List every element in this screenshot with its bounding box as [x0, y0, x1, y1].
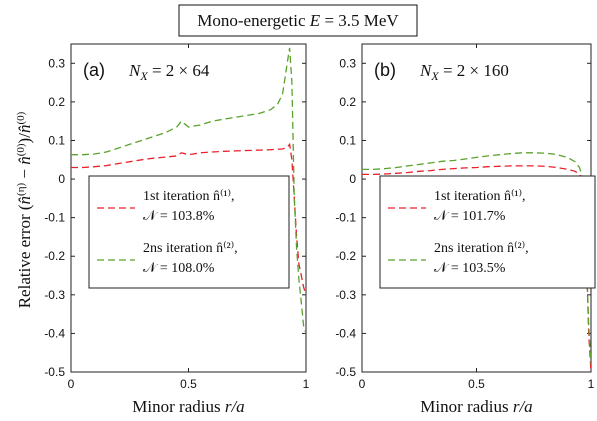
- y-tick-label: 0.1: [339, 133, 356, 147]
- figure-title: Mono-energetic E = 3.5 MeV: [178, 4, 418, 37]
- x-axis-label-text: Minor radius: [420, 397, 513, 416]
- nx-symbol: N: [128, 61, 142, 80]
- legend-box: [379, 175, 596, 289]
- y-tick-label: 0.2: [48, 95, 65, 109]
- legend-metric-2: 𝒩 = 103.5%: [434, 261, 506, 276]
- y-axis-label: Relative error (n̂(η) − n̂(0))/n̂(0): [15, 111, 34, 308]
- y-tick-label: -0.4: [44, 326, 65, 340]
- x-tick-label: 0.5: [180, 377, 197, 391]
- x-axis-label-var: r/a: [513, 397, 533, 416]
- y-tick-label: 0.3: [48, 56, 65, 70]
- nx-subscript: X: [430, 69, 439, 83]
- legend-label-2: 2ns iteration n̂⁽²⁾,: [143, 241, 238, 256]
- x-axis-label: Minor radius r/a: [420, 397, 532, 416]
- legend-label-1: 1st iteration n̂⁽¹⁾,: [434, 189, 526, 204]
- panel-label: (b): [374, 60, 396, 80]
- x-axis-label-var: r/a: [225, 397, 245, 416]
- nx-subscript: X: [139, 69, 148, 83]
- x-tick-label: 0: [359, 377, 366, 391]
- y-tick-label: 0: [349, 172, 356, 186]
- x-axis-label-text: Minor radius: [132, 397, 225, 416]
- y-tick-label: -0.1: [335, 211, 356, 225]
- nx-value: = 2 × 64: [148, 61, 210, 80]
- y-tick-label: -0.3: [335, 288, 356, 302]
- x-tick-label: 1: [588, 377, 595, 391]
- nx-symbol: N: [419, 61, 433, 80]
- panel-a: 0.30.20.10-0.1-0.2-0.3-0.4-0.50 0.5 1Minor…: [44, 43, 310, 416]
- panel-b: 0.30.20.10-0.1-0.2-0.3-0.4-0.50 0.5 1Minor…: [335, 43, 596, 416]
- y-tick-label: -0.1: [44, 211, 65, 225]
- y-tick-label: 0.2: [339, 95, 356, 109]
- nx-annotation: NX = 2 × 160: [419, 61, 509, 83]
- nx-value: = 2 × 160: [439, 61, 509, 80]
- y-tick-label: -0.5: [44, 365, 65, 379]
- x-tick-label: 0.5: [468, 377, 485, 391]
- legend-metric-1: 𝒩 = 101.7%: [434, 209, 506, 224]
- y-tick-label: 0.3: [339, 56, 356, 70]
- y-tick-label: -0.4: [335, 326, 356, 340]
- series-line-2: [362, 152, 591, 365]
- title-box: [178, 4, 418, 37]
- title-text: Mono-energetic E = 3.5 MeV: [197, 11, 399, 30]
- legend-box: [88, 175, 290, 289]
- legend-metric-2: 𝒩 = 108.0%: [143, 261, 215, 276]
- y-tick-label: -0.5: [335, 365, 356, 379]
- y-tick-label: 0: [58, 172, 65, 186]
- legend-label-1: 1st iteration n̂⁽¹⁾,: [143, 189, 235, 204]
- y-tick-label: 0.1: [48, 133, 65, 147]
- y-tick-label: -0.3: [44, 288, 65, 302]
- legend-label-2: 2ns iteration n̂⁽²⁾,: [434, 241, 529, 256]
- y-tick-label: -0.2: [335, 249, 356, 263]
- nx-annotation: NX = 2 × 64: [128, 61, 210, 83]
- x-tick-label: 1: [303, 377, 310, 391]
- x-axis-label: Minor radius r/a: [132, 397, 244, 416]
- x-tick-label: 0: [68, 377, 75, 391]
- y-tick-label: -0.2: [44, 249, 65, 263]
- legend-metric-1: 𝒩 = 103.8%: [143, 209, 215, 224]
- series-line-2: [71, 47, 306, 334]
- panel-label: (a): [83, 60, 105, 80]
